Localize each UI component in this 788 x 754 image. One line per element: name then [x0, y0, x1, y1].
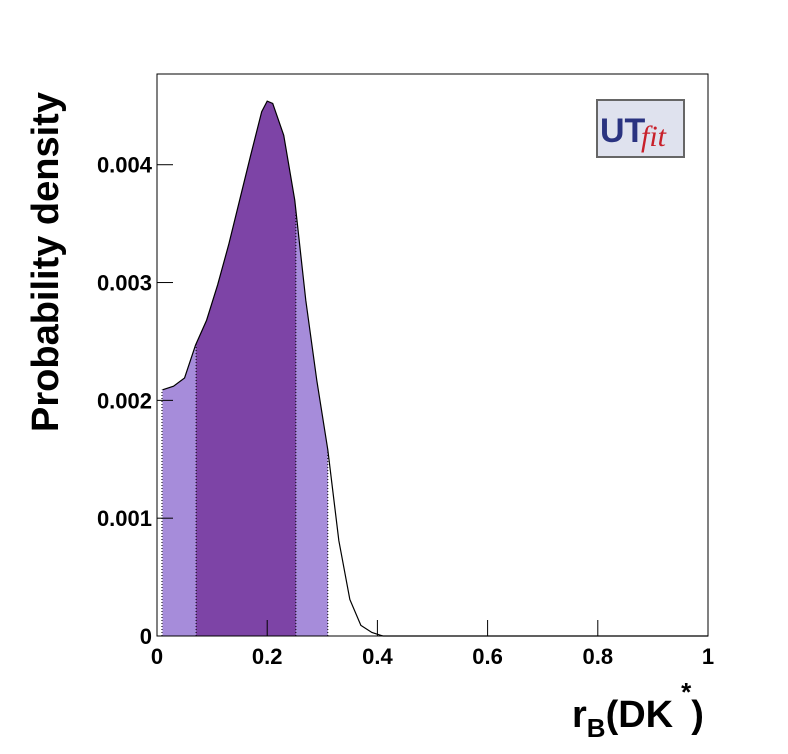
x-tick-label: 0.2 — [252, 644, 283, 669]
x-title-close: ) — [691, 694, 704, 736]
credible-interval-area — [196, 101, 296, 636]
x-title-sub: B — [587, 713, 606, 743]
x-title-main: r — [572, 694, 587, 736]
logo: UT fit — [596, 99, 685, 158]
y-tick-label: 0.002 — [97, 388, 152, 413]
x-tick-label: 1 — [702, 644, 714, 669]
logo-box — [596, 99, 685, 158]
logo-ut: UT — [600, 112, 646, 150]
x-tick-label: 0.4 — [362, 644, 393, 669]
density-curve — [162, 100, 708, 637]
logo-fit: fit — [641, 120, 667, 153]
plot-frame — [156, 73, 709, 637]
y-tick-label: 0.004 — [97, 153, 153, 178]
y-tick-label: 0 — [140, 624, 152, 649]
x-tick-label: 0.6 — [472, 644, 503, 669]
y-axis-title: Probability density — [25, 92, 67, 432]
y-tick-label: 0.001 — [97, 506, 152, 531]
x-title-sup: * — [681, 677, 692, 707]
x-tick-label: 0 — [151, 644, 163, 669]
x-title-open: (DK — [606, 694, 674, 736]
y-tick-label: 0.003 — [97, 271, 152, 296]
x-axis-title: rB(DK*) — [572, 677, 704, 743]
x-tick-label: 0.8 — [583, 644, 614, 669]
